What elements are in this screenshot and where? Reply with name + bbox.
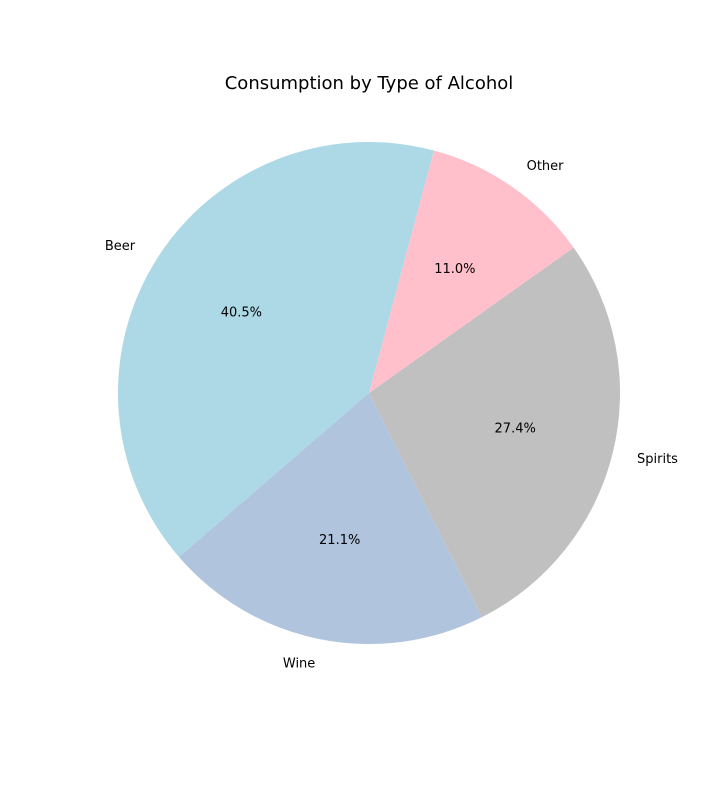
slice-label-beer: Beer: [105, 239, 136, 254]
pie-slice-wine: [178, 393, 483, 645]
slice-label-spirits: Spirits: [637, 452, 678, 467]
pie-slice-spirits: [369, 247, 621, 618]
pie-slice-other: [369, 150, 574, 393]
pie-labels: Beer 40.5% Wine 21.1% Spirits 27.4% Other 11.0%: [105, 159, 678, 671]
pie-slice-beer: [117, 141, 434, 558]
percent-label-wine: 21.1%: [319, 533, 360, 548]
percent-label-beer: 40.5%: [221, 306, 262, 321]
slice-label-other: Other: [527, 159, 565, 174]
percent-label-other: 11.0%: [434, 262, 475, 277]
chart-title: Consumption by Type of Alcohol: [225, 73, 514, 94]
slice-label-wine: Wine: [283, 656, 315, 671]
pie-slices: [117, 141, 621, 645]
percent-label-spirits: 27.4%: [495, 422, 536, 437]
